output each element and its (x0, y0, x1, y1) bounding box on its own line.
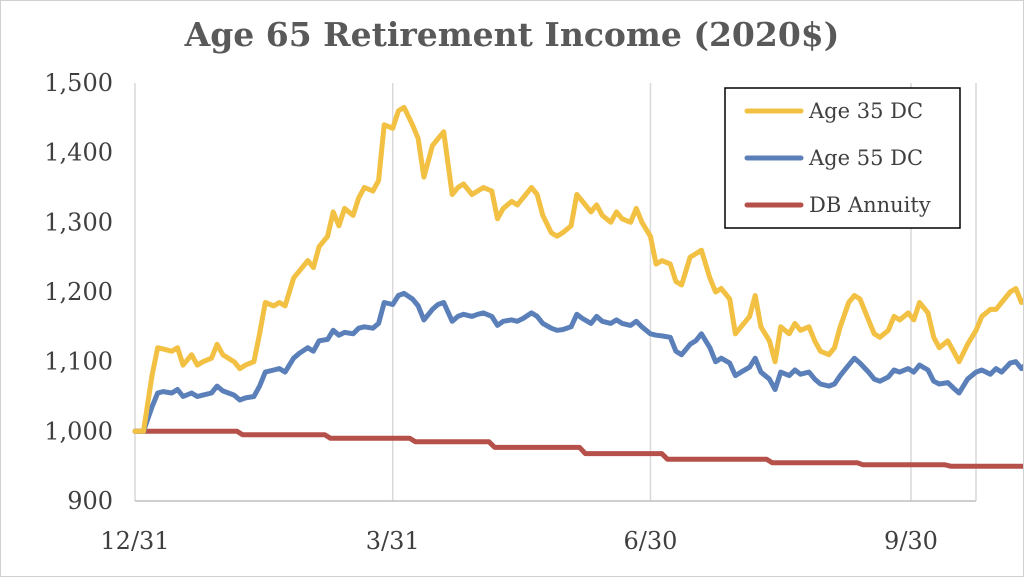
y-tick-label: 900 (67, 487, 113, 515)
legend-label: Age 35 DC (808, 99, 923, 123)
legend-label: Age 55 DC (808, 146, 923, 170)
y-tick-label: 1,500 (44, 69, 113, 97)
series-line-db-annuity (132, 428, 1023, 469)
y-tick-label: 1,300 (44, 208, 113, 236)
legend: Age 35 DC Age 55 DC DB Annuity (724, 87, 961, 229)
x-tick-label: 9/30 (884, 527, 938, 555)
chart-title: Age 65 Retirement Income (2020$) (184, 15, 840, 54)
y-tick-label: 1,200 (44, 278, 113, 306)
y-tick-label: 1,100 (44, 348, 113, 376)
y-tick-label: 1,400 (44, 139, 113, 167)
x-tick-label: 12/31 (100, 527, 169, 555)
series-line-age-55-dc (132, 290, 1023, 434)
legend-items: Age 35 DC Age 55 DC DB Annuity (744, 99, 931, 217)
series-lines (132, 104, 1023, 469)
axes: 12/31 3/31 6/30 9/30 900 1,000 1,100 1,200 1,300… (44, 69, 976, 555)
y-tick-label: 1,000 (44, 417, 113, 445)
legend-label: DB Annuity (809, 193, 931, 217)
series-line-age-35-dc (132, 104, 1023, 434)
x-tick-label: 6/30 (623, 527, 677, 555)
x-tick-label: 3/31 (366, 527, 420, 555)
